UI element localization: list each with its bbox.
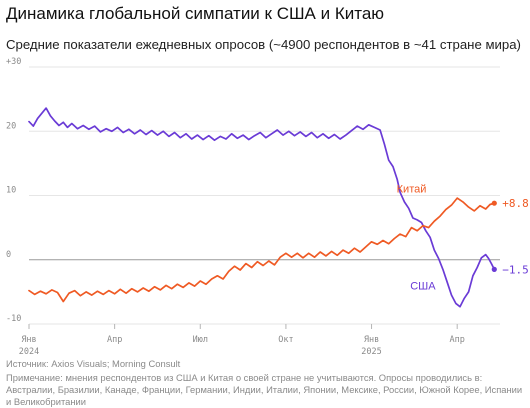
series-name-label-1: Китай <box>397 183 427 195</box>
x-tick-label: Янв <box>364 335 379 345</box>
series-end-value-1: +8.8 <box>502 197 528 210</box>
x-tick-sublabel: 2025 <box>361 347 381 357</box>
series-lines <box>28 107 497 308</box>
series-labels: −1.5 +8.8 США Китай <box>397 183 529 292</box>
x-axis-ticks: Янв 2024 Апр Июл Окт Янв 2025 Апр <box>19 324 465 357</box>
chart-title: Динамика глобальной симпатии к США и Кит… <box>6 4 385 23</box>
y-axis-ticks: -10 0 10 20 +30 <box>6 57 21 324</box>
x-tick-label: Апр <box>450 335 465 345</box>
x-tick-label: Июл <box>193 335 208 345</box>
gridlines <box>29 66 500 325</box>
note-text: Примечание: мнения респондентов из США и… <box>6 372 523 407</box>
source-text: Источник: Axios Visuals; Morning Consult <box>6 358 181 369</box>
series-end-dot-1 <box>491 200 497 206</box>
x-tick-sublabel: 2024 <box>19 347 39 357</box>
series-line-0 <box>28 107 496 308</box>
y-tick-label: -10 <box>6 314 21 324</box>
y-tick-label: 20 <box>6 121 16 131</box>
y-tick-label: 0 <box>6 250 11 260</box>
x-tick-label: Янв <box>21 335 36 345</box>
series-end-value-0: −1.5 <box>502 263 528 276</box>
y-tick-label: +30 <box>6 57 21 67</box>
x-tick-label: Апр <box>107 335 122 345</box>
series-line-1 <box>28 197 496 303</box>
x-tick-label: Окт <box>278 335 293 345</box>
chart-subtitle: Средние показатели ежедневных опросов (~… <box>6 37 521 52</box>
series-name-label-0: США <box>410 280 436 292</box>
y-tick-label: 10 <box>6 186 16 196</box>
series-end-dot-0 <box>491 266 497 272</box>
